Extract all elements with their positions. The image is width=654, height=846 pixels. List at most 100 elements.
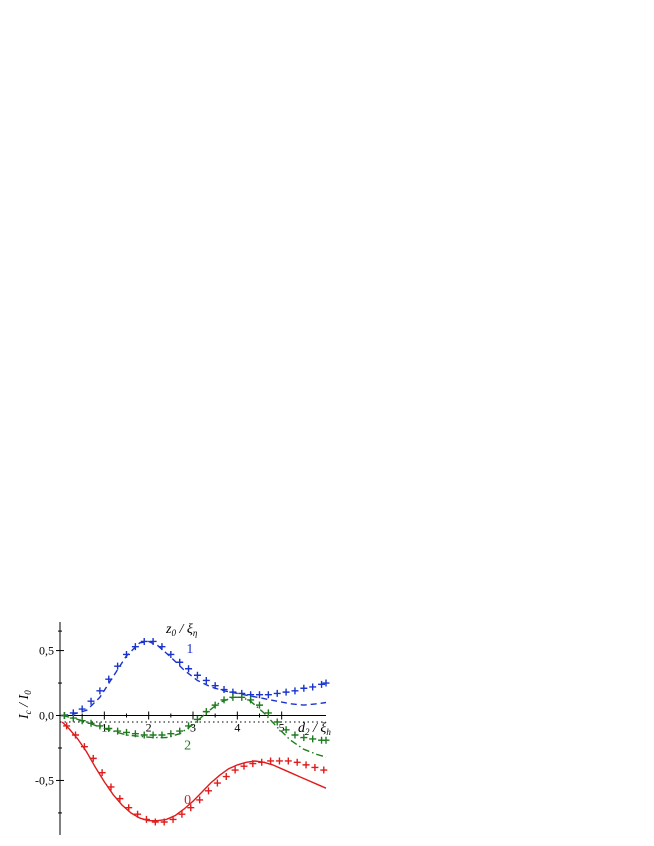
data-point [185, 665, 193, 673]
data-point [158, 731, 166, 739]
data-point [302, 761, 310, 769]
data-point [169, 815, 177, 823]
x-tick-label: 2 [146, 721, 152, 735]
data-point [134, 810, 142, 818]
data-point [291, 687, 299, 695]
data-point [273, 718, 281, 726]
data-point [187, 804, 195, 812]
x-tick-label: 5 [279, 721, 285, 735]
data-point [80, 743, 88, 751]
data-point [167, 730, 175, 738]
curve-label-1: 1 [186, 642, 193, 657]
data-point [178, 810, 186, 818]
data-point [87, 719, 95, 727]
data-point [309, 735, 317, 743]
data-point [264, 691, 272, 699]
data-point [258, 758, 266, 766]
data-point [131, 730, 139, 738]
data-point [273, 689, 281, 697]
data-point [249, 760, 257, 768]
data-point [211, 682, 219, 690]
data-point [238, 693, 246, 701]
data-point [105, 725, 113, 732]
data-point [158, 643, 166, 651]
data-point [193, 671, 201, 679]
data-point [107, 783, 115, 791]
data-point [320, 766, 328, 774]
data-point [196, 796, 204, 804]
data-point [193, 715, 201, 723]
data-point [60, 712, 68, 720]
data-point [125, 804, 133, 812]
data-point [72, 731, 80, 739]
data-point [293, 758, 301, 766]
series-layer [60, 637, 330, 826]
data-point [78, 705, 86, 713]
data-point [63, 722, 71, 730]
data-point [149, 637, 157, 645]
data-point [96, 687, 104, 695]
data-point [213, 779, 221, 787]
data-point [267, 757, 275, 765]
data-point [176, 658, 184, 666]
data-point [284, 757, 292, 765]
series-2-markers [60, 693, 330, 744]
data-point [131, 643, 139, 651]
data-point [69, 714, 77, 722]
data-point [264, 709, 272, 717]
legend-title: z0 / ξη [165, 622, 198, 638]
y-tick-label: 0,0 [39, 709, 54, 723]
data-point [105, 675, 113, 683]
data-point [247, 696, 255, 704]
data-point [116, 795, 124, 803]
data-point [114, 662, 122, 670]
data-point [123, 650, 130, 658]
data-point [291, 731, 299, 739]
data-point [318, 680, 326, 688]
data-point [231, 766, 239, 774]
data-point [309, 683, 317, 691]
data-point [300, 734, 308, 742]
data-point [211, 701, 219, 709]
data-point [96, 722, 104, 730]
data-point [282, 726, 290, 734]
series-0-line [61, 721, 327, 822]
y-tick-label: 0,5 [39, 644, 54, 658]
data-point [202, 676, 210, 684]
data-point [114, 727, 122, 735]
series-1-line [62, 640, 327, 717]
data-point [229, 693, 237, 701]
data-point [176, 727, 184, 735]
x-axis-title: d2 / ξh [298, 721, 331, 737]
data-point [140, 731, 148, 739]
data-point [311, 763, 319, 771]
data-point [140, 637, 148, 645]
data-point [78, 717, 86, 725]
data-point [98, 769, 106, 777]
data-point [282, 688, 290, 696]
data-point [185, 722, 193, 730]
y-tick-label: -0,5 [35, 773, 54, 787]
series-1-markers [60, 637, 330, 720]
x-tick-label: 4 [234, 721, 240, 735]
data-point [87, 697, 95, 705]
data-point [222, 773, 230, 781]
data-point [322, 679, 330, 687]
data-point [160, 818, 168, 826]
data-point [240, 762, 248, 770]
data-point [220, 686, 228, 694]
tick-marks: 1 2 3 4 5 0,5 0,0 -0,5 [35, 630, 285, 814]
series-0-markers [63, 722, 328, 826]
data-point [123, 728, 130, 736]
curve-label-2: 2 [184, 738, 191, 753]
data-point [205, 787, 213, 795]
data-point [89, 754, 97, 762]
x-tick-label: 3 [190, 721, 196, 735]
data-point [202, 708, 210, 716]
data-point [220, 696, 228, 704]
curve-labels: 1 2 0 [184, 642, 193, 808]
data-point [322, 736, 330, 744]
data-point [256, 691, 263, 699]
data-point [149, 731, 157, 739]
